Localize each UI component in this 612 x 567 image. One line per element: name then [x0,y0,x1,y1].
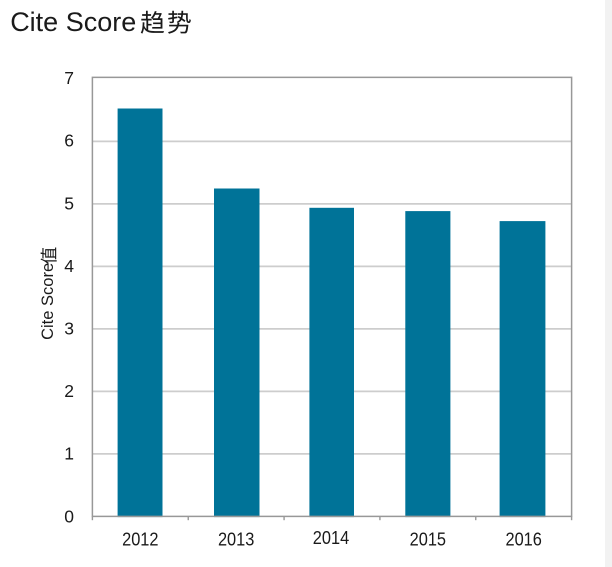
svg-text:5: 5 [64,193,74,213]
svg-text:6: 6 [64,131,74,151]
svg-text:2: 2 [64,381,74,401]
svg-text:4: 4 [64,256,74,276]
svg-text:Cite Score: Cite Score [10,7,136,37]
svg-text:2013: 2013 [218,529,254,549]
svg-text:1: 1 [64,444,74,464]
svg-text:Cite Score: Cite Score [39,263,57,340]
svg-text:2012: 2012 [122,529,158,549]
svg-text:2016: 2016 [505,529,541,549]
svg-text:3: 3 [64,318,74,338]
svg-text:2015: 2015 [410,529,446,549]
svg-text:2014: 2014 [313,528,349,548]
svg-text:0: 0 [64,506,74,526]
svg-text:7: 7 [64,68,74,88]
